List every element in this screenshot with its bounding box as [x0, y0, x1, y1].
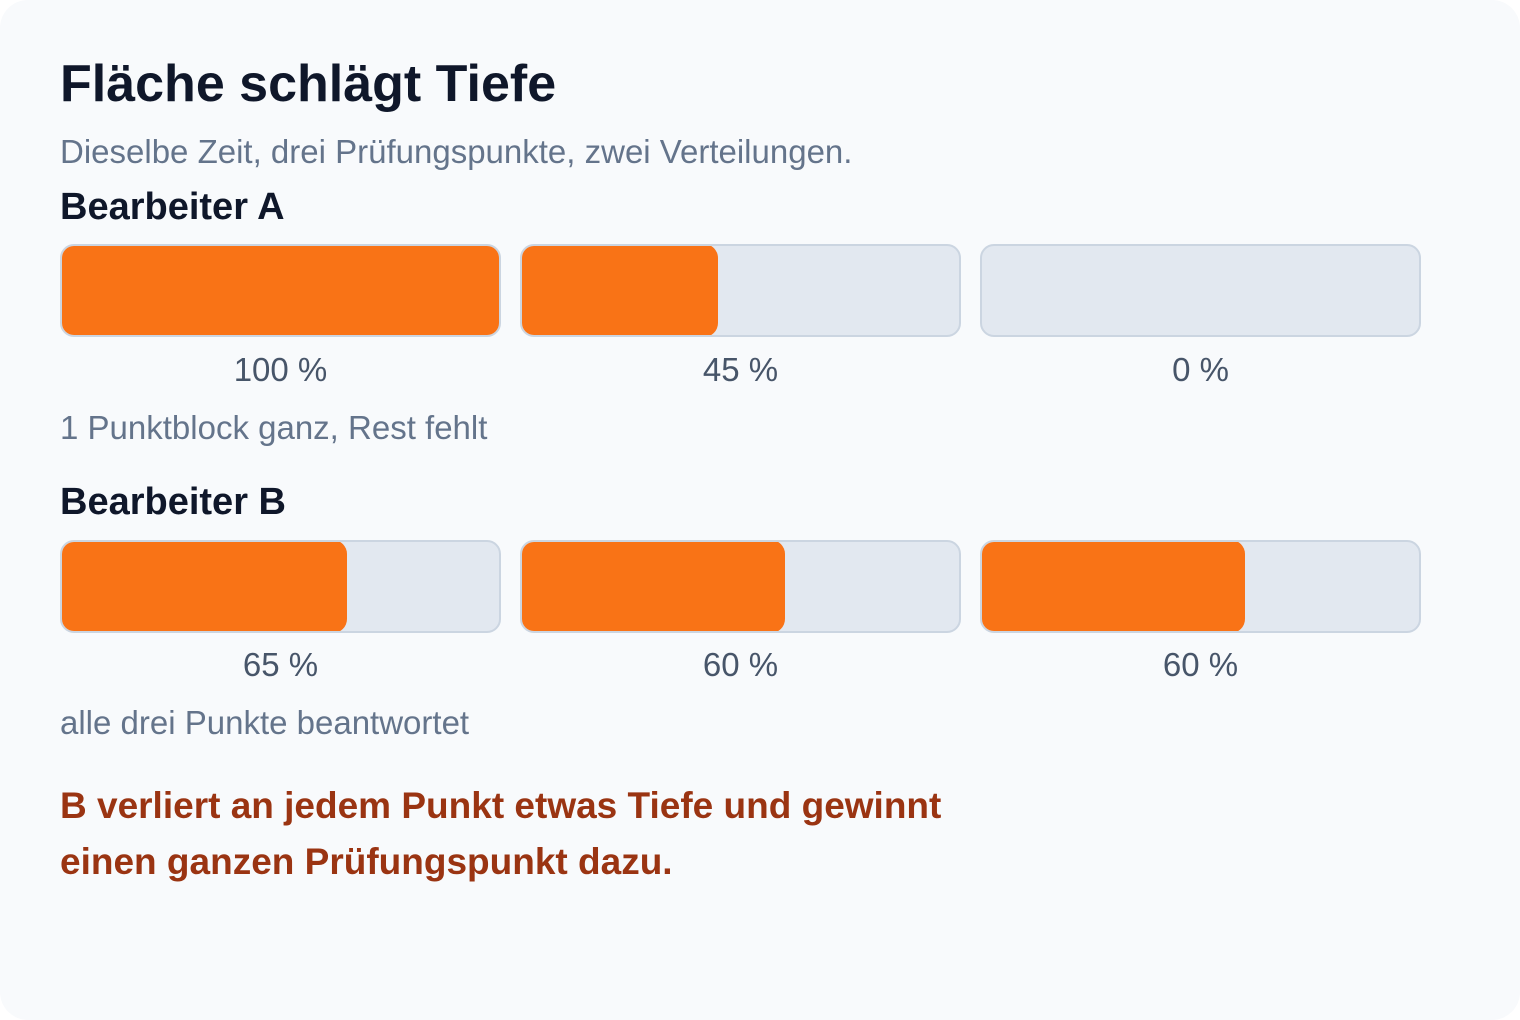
bar-track-a-3 [980, 244, 1421, 337]
chart-title: Fläche schlägt Tiefe [60, 55, 557, 113]
bar-label-a-3: 0 % [1172, 351, 1229, 388]
group-note-b: alle drei Punkte beantwortet [60, 704, 470, 741]
bar-track-b-2 [520, 540, 961, 633]
conclusion-text: B verliert an jedem Punkt etwas Tiefe un… [60, 778, 1160, 890]
group-label-b: Bearbeiter B [60, 481, 286, 523]
bar-label-a-1: 100 % [233, 351, 328, 388]
bar-fill-b-2 [522, 542, 785, 631]
bar-label-a-2: 45 % [702, 351, 779, 388]
bar-fill-a-2 [522, 246, 718, 335]
bar-track-a-1 [60, 244, 501, 337]
bar-fill-b-3 [982, 542, 1245, 631]
chart-subtitle: Dieselbe Zeit, drei Prüfungspunkte, zwei… [60, 133, 853, 170]
bar-track-b-3 [980, 540, 1421, 633]
bar-track-b-1 [60, 540, 501, 633]
bar-fill-a-1 [62, 246, 499, 335]
conclusion-line-1: B verliert an jedem Punkt etwas Tiefe un… [60, 785, 942, 826]
bar-fill-b-1 [62, 542, 347, 631]
conclusion-line-2: einen ganzen Prüfungspunkt dazu. [60, 841, 673, 882]
bar-label-b-2: 60 % [702, 646, 779, 683]
group-note-a: 1 Punktblock ganz, Rest fehlt [60, 409, 488, 446]
bar-track-a-2 [520, 244, 961, 337]
bar-label-b-1: 65 % [242, 646, 319, 683]
bar-label-b-3: 60 % [1162, 646, 1239, 683]
group-label-a: Bearbeiter A [60, 186, 285, 228]
